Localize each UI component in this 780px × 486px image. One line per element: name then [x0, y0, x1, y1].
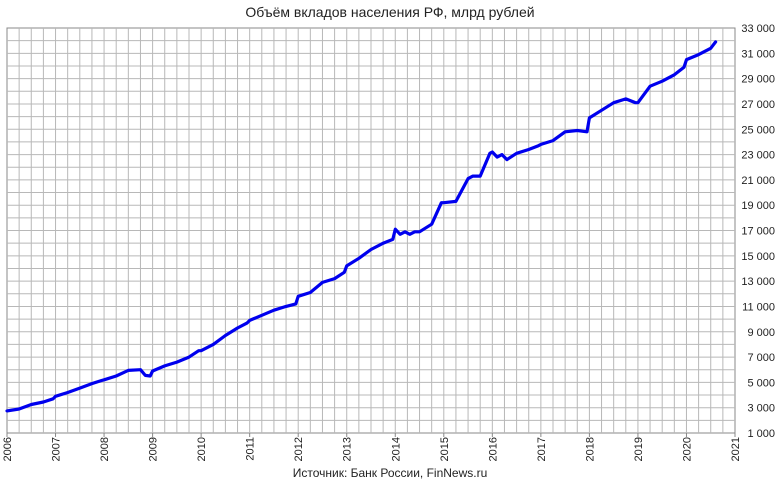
y-tick-label: 7 000	[747, 352, 775, 364]
y-tick-label: 9 000	[747, 327, 775, 339]
y-tick-label: 23 000	[741, 150, 775, 162]
y-tick-label: 17 000	[741, 226, 775, 238]
x-tick-label: 2013	[342, 437, 354, 461]
x-tick-label: 2012	[293, 437, 305, 461]
chart-title: Объём вкладов населения РФ, млрд рублей	[245, 4, 535, 20]
x-tick-label: 2021	[730, 437, 742, 461]
y-tick-label: 13 000	[741, 276, 775, 288]
x-tick-label: 2014	[390, 437, 402, 461]
x-tick-label: 2010	[196, 437, 208, 461]
y-tick-label: 33 000	[741, 23, 775, 35]
y-axis-ticks: 1 000 3 000 5 000 7 000 9 000 11 000 13 000 15 …	[741, 23, 775, 440]
x-axis-ticks: 2006 2007 2008 2009 2010 2011 2012 2013 2014 2015…	[2, 433, 742, 461]
x-tick-label: 2019	[633, 437, 645, 461]
x-tick-label: 2007	[51, 437, 63, 461]
x-tick-label: 2015	[439, 437, 451, 461]
x-tick-label: 2020	[681, 437, 693, 461]
x-tick-label: 2016	[487, 437, 499, 461]
x-tick-label: 2006	[2, 437, 14, 461]
y-tick-label: 31 000	[741, 48, 775, 60]
y-tick-label: 15 000	[741, 251, 775, 263]
series-line	[5, 40, 718, 413]
grid-lines	[7, 28, 735, 433]
y-tick-label: 3 000	[747, 403, 775, 415]
x-tick-label: 2008	[99, 437, 111, 461]
y-tick-label: 25 000	[741, 124, 775, 136]
y-tick-label: 21 000	[741, 175, 775, 187]
y-tick-label: 1 000	[747, 428, 775, 440]
y-tick-label: 27 000	[741, 99, 775, 111]
y-tick-label: 29 000	[741, 74, 775, 86]
x-tick-label: 2009	[148, 437, 160, 461]
x-tick-label: 2011	[245, 437, 257, 461]
y-tick-label: 19 000	[741, 200, 775, 212]
y-tick-label: 5 000	[747, 377, 775, 389]
x-tick-label: 2018	[584, 437, 596, 461]
chart-source: Источник: Банк России, FinNews.ru	[292, 466, 488, 480]
y-tick-label: 11 000	[742, 301, 775, 313]
x-tick-label: 2017	[536, 437, 548, 461]
